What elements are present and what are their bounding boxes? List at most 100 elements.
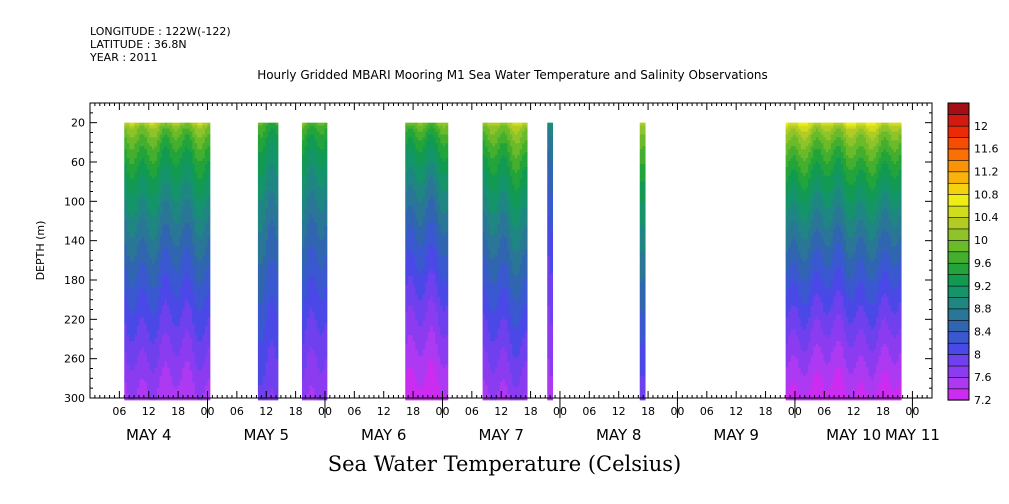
temperature-cell <box>301 152 305 156</box>
temperature-cell <box>124 308 128 312</box>
temperature-cell <box>272 361 276 365</box>
temperature-cell <box>194 281 198 286</box>
temperature-cell <box>167 361 171 365</box>
temperature-cell <box>136 326 140 330</box>
temperature-cell <box>306 214 310 218</box>
temperature-cell <box>129 376 133 380</box>
temperature-cell <box>405 382 409 386</box>
temperature-cell <box>159 281 163 286</box>
temperature-cell <box>182 255 186 259</box>
temperature-cell <box>304 172 308 177</box>
temperature-cell <box>174 373 178 377</box>
temperature-cell <box>154 376 158 380</box>
temperature-cell <box>199 355 203 360</box>
temperature-cell <box>189 338 193 342</box>
temperature-cell <box>270 302 274 306</box>
temperature-cell <box>257 243 261 247</box>
temperature-cell <box>169 225 173 230</box>
temperature-cell <box>144 394 148 398</box>
temperature-cell <box>146 302 150 306</box>
temperature-cell <box>267 184 271 188</box>
temperature-cell <box>311 299 315 304</box>
temperature-cell <box>275 222 279 227</box>
temperature-cell <box>316 128 320 132</box>
temperature-cell <box>319 134 323 138</box>
temperature-cell <box>311 326 315 330</box>
temperature-cell <box>321 122 325 127</box>
temperature-cell <box>204 137 208 141</box>
temperature-cell <box>267 125 271 129</box>
temperature-cell <box>136 125 140 129</box>
temperature-cell <box>270 379 274 383</box>
temperature-cell <box>257 228 261 233</box>
temperature-cell <box>265 246 269 250</box>
temperature-cell <box>316 228 320 233</box>
temperature-cell <box>154 267 158 271</box>
temperature-cell <box>306 202 310 206</box>
temperature-cell <box>131 323 135 327</box>
temperature-cell <box>275 166 279 171</box>
temperature-cell <box>149 163 153 168</box>
temperature-cell <box>321 131 325 135</box>
temperature-cell <box>321 187 325 191</box>
temperature-cell <box>174 220 178 224</box>
temperature-cell <box>154 358 158 363</box>
temperature-cell <box>204 196 208 200</box>
temperature-cell <box>202 255 206 259</box>
temperature-cell <box>124 146 128 150</box>
temperature-cell <box>197 349 201 354</box>
temperature-cell <box>139 155 143 159</box>
temperature-cell <box>157 211 160 215</box>
temperature-cell <box>319 158 323 162</box>
temperature-cell <box>306 252 310 256</box>
temperature-cell <box>146 240 150 245</box>
temperature-cell <box>174 379 178 383</box>
temperature-cell <box>169 296 173 301</box>
temperature-cell <box>172 258 176 262</box>
temperature-cell <box>189 155 193 159</box>
temperature-cell <box>167 128 171 132</box>
temperature-cell <box>314 293 318 298</box>
temperature-cell <box>177 311 181 315</box>
temperature-cell <box>187 222 191 227</box>
temperature-cell <box>321 346 325 351</box>
temperature-cell <box>169 343 173 348</box>
temperature-cell <box>129 343 133 348</box>
temperature-cell <box>260 296 264 301</box>
temperature-cell <box>309 161 313 165</box>
temperature-cell <box>134 264 138 268</box>
temperature-cell <box>134 349 138 354</box>
temperature-cell <box>304 187 308 191</box>
temperature-cell <box>172 152 176 156</box>
temperature-cell <box>311 308 315 312</box>
temperature-cell <box>126 299 130 304</box>
temperature-cell <box>306 364 310 368</box>
temperature-cell <box>321 199 325 203</box>
temperature-cell <box>260 373 264 377</box>
temperature-cell <box>134 143 138 147</box>
temperature-cell <box>179 302 183 306</box>
temperature-cell <box>207 293 211 298</box>
temperature-cell <box>167 391 171 395</box>
temperature-cell <box>187 252 191 256</box>
temperature-cell <box>309 290 313 295</box>
temperature-cell <box>304 358 308 363</box>
temperature-cell <box>272 308 276 312</box>
temperature-cell <box>139 205 143 209</box>
temperature-cell <box>194 217 198 221</box>
temperature-cell <box>192 161 196 165</box>
temperature-cell <box>199 308 203 312</box>
temperature-cell <box>309 388 313 392</box>
temperature-cell <box>202 261 206 265</box>
temperature-cell <box>319 276 323 280</box>
temperature-cell <box>197 143 201 147</box>
temperature-cell <box>319 314 323 318</box>
temperature-cell <box>162 231 165 236</box>
temperature-cell <box>172 376 176 380</box>
temperature-cell <box>262 329 266 333</box>
temperature-cell <box>167 340 171 345</box>
temperature-cell <box>272 358 276 363</box>
temperature-cell <box>151 146 155 150</box>
temperature-cell <box>199 237 203 242</box>
temperature-cell <box>311 249 315 253</box>
